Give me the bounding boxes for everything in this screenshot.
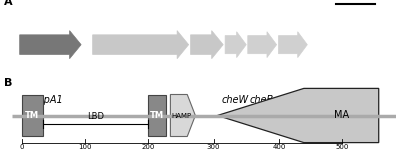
Text: MA: MA: [334, 111, 349, 120]
FancyArrow shape: [190, 31, 223, 59]
Polygon shape: [170, 95, 195, 136]
FancyArrow shape: [225, 32, 246, 58]
Text: 0: 0: [19, 144, 24, 150]
Text: cheW: cheW: [222, 95, 249, 105]
Text: cheR: cheR: [280, 95, 305, 105]
Text: B: B: [4, 78, 13, 88]
Text: A: A: [4, 0, 13, 7]
FancyArrow shape: [248, 32, 276, 58]
Text: TM: TM: [25, 111, 39, 120]
Polygon shape: [218, 88, 379, 143]
FancyArrow shape: [20, 31, 81, 59]
Text: 400: 400: [272, 144, 286, 150]
Bar: [148, 95, 166, 136]
Text: HAMP: HAMP: [172, 113, 192, 118]
Text: LBD: LBD: [87, 112, 104, 121]
Text: 100: 100: [78, 144, 92, 150]
FancyArrow shape: [278, 32, 307, 58]
Text: tlpA1: tlpA1: [38, 95, 63, 105]
Text: 300: 300: [207, 144, 220, 150]
Text: TM: TM: [150, 111, 164, 120]
Text: 500: 500: [336, 144, 349, 150]
Text: cheB: cheB: [250, 95, 274, 105]
Bar: [22, 95, 43, 136]
FancyArrow shape: [93, 31, 189, 59]
Text: 200: 200: [142, 144, 155, 150]
